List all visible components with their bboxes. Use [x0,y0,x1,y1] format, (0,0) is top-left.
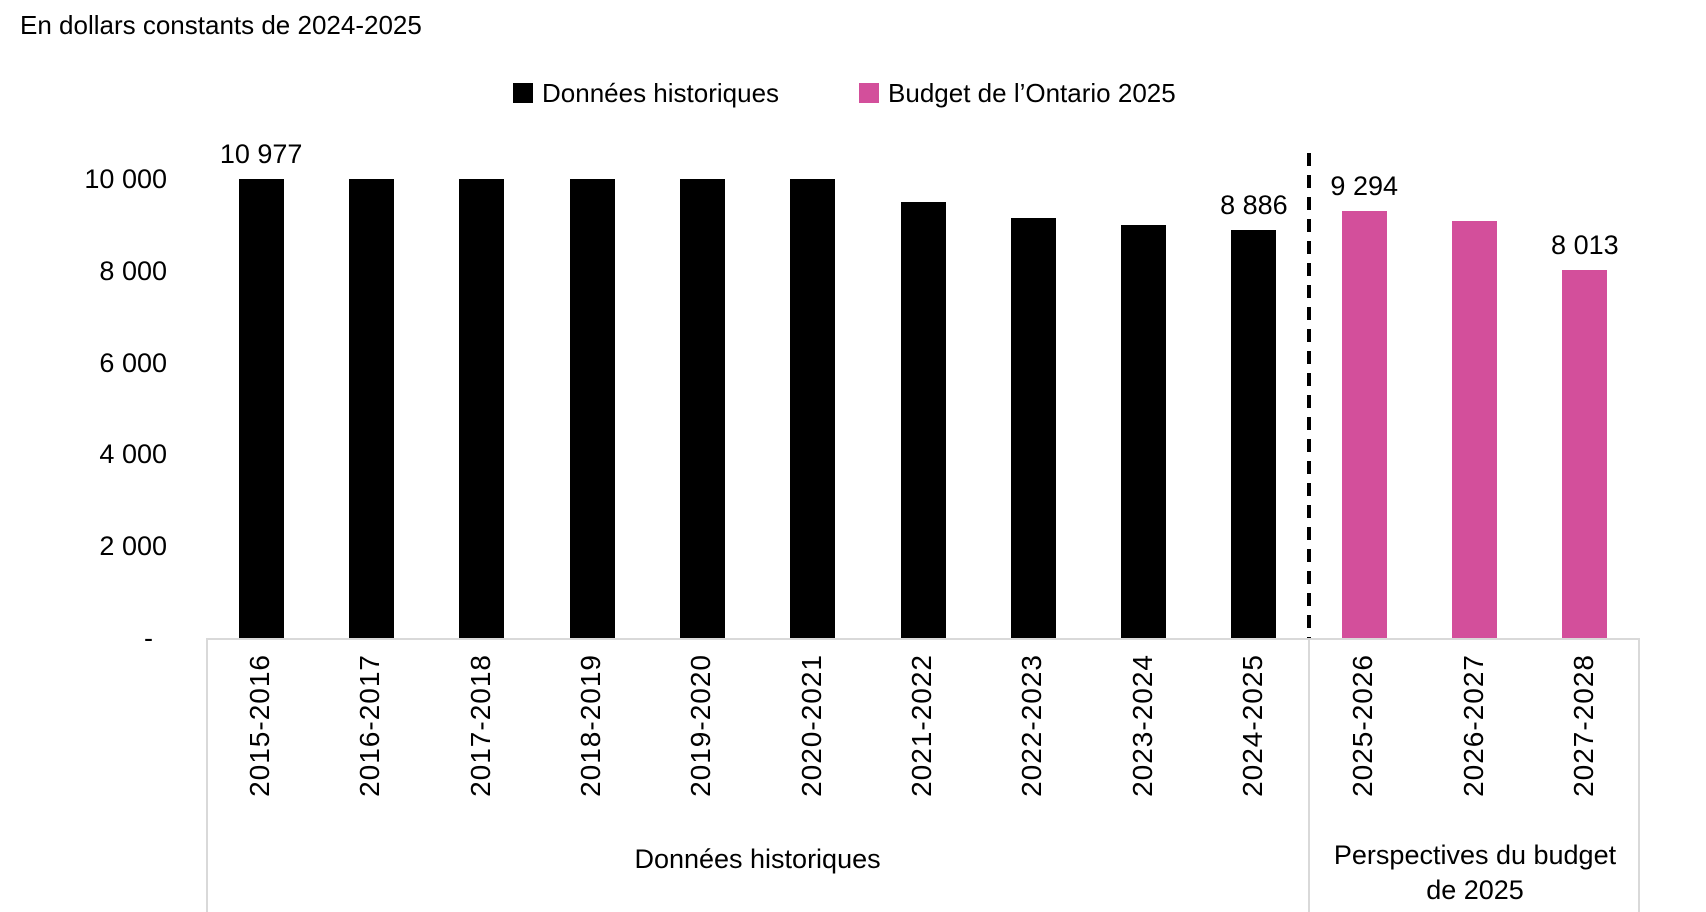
x-category-label-2015-2016: 2015-2016 [244,654,276,797]
group-label-historical: Données historiques [634,844,881,874]
value-label-2015-2016: 10 977 [219,139,303,169]
forecast-separator-dashed-line [1307,153,1312,638]
legend-label-historical: Données historiques [542,78,780,108]
y-tick-label-4000: 4 000 [99,439,167,470]
x-category-label-2026-2027: 2026-2027 [1457,654,1489,797]
x-category-label-2022-2023: 2022-2023 [1016,654,1048,797]
x-category-label-2016-2017: 2016-2017 [354,654,386,797]
y-tick-label-10000: 10 000 [84,164,167,194]
y-tick-label-8000: 8 000 [99,255,167,286]
x-category-label-2023-2024: 2023-2024 [1126,654,1158,797]
bar-2023-2024 [1121,224,1167,638]
x-category-label-2027-2028: 2027-2028 [1567,654,1599,797]
bar-2015-2016 [238,179,284,638]
bar-2026-2027 [1452,221,1498,638]
x-category-label-2017-2018: 2017-2018 [464,654,496,797]
bar-2020-2021 [790,179,836,638]
value-label-2027-2028: 8 013 [1551,230,1619,261]
y-tick-label-0: - [144,623,153,653]
bar-2024-2025 [1231,230,1277,638]
legend-label-budget: Budget de l’Ontario 2025 [888,78,1176,108]
chart-legend: Données historiques Budget de l’Ontario … [513,78,1176,108]
bar-2027-2028 [1562,270,1608,638]
x-category-label-2021-2022: 2021-2022 [906,654,937,797]
legend-item-historical: Données historiques [513,78,779,108]
bar-2019-2020 [679,179,725,638]
y-tick-label-6000: 6 000 [99,347,167,378]
value-label-2025-2026: 9 294 [1330,171,1398,202]
bar-2021-2022 [900,201,946,638]
x-category-label-2019-2020: 2019-2020 [685,654,717,797]
legend-item-budget: Budget de l’Ontario 2025 [859,78,1176,108]
value-label-2024-2025: 8 886 [1220,190,1288,221]
x-category-label-2018-2019: 2018-2019 [575,654,607,797]
x-category-label-2020-2021: 2020-2021 [795,654,827,797]
chart-title: En dollars constants de 2024-2025 [20,10,422,40]
bar-2018-2019 [569,179,615,638]
pink-square-icon [859,83,880,103]
x-category-label-2024-2025: 2024-2025 [1236,654,1268,797]
bar-2025-2026 [1341,211,1387,638]
bar-2016-2017 [348,179,394,638]
group-divider-line [1308,638,1311,912]
bar-2022-2023 [1010,218,1056,638]
black-square-icon [513,83,533,103]
y-tick-label-2000: 2 000 [99,531,167,562]
bar-2017-2018 [459,179,505,638]
x-category-label-2025-2026: 2025-2026 [1347,654,1379,797]
category-axis-box [206,638,1640,912]
group-label-forecast: Perspectives du budget de 2025 [1333,840,1617,905]
